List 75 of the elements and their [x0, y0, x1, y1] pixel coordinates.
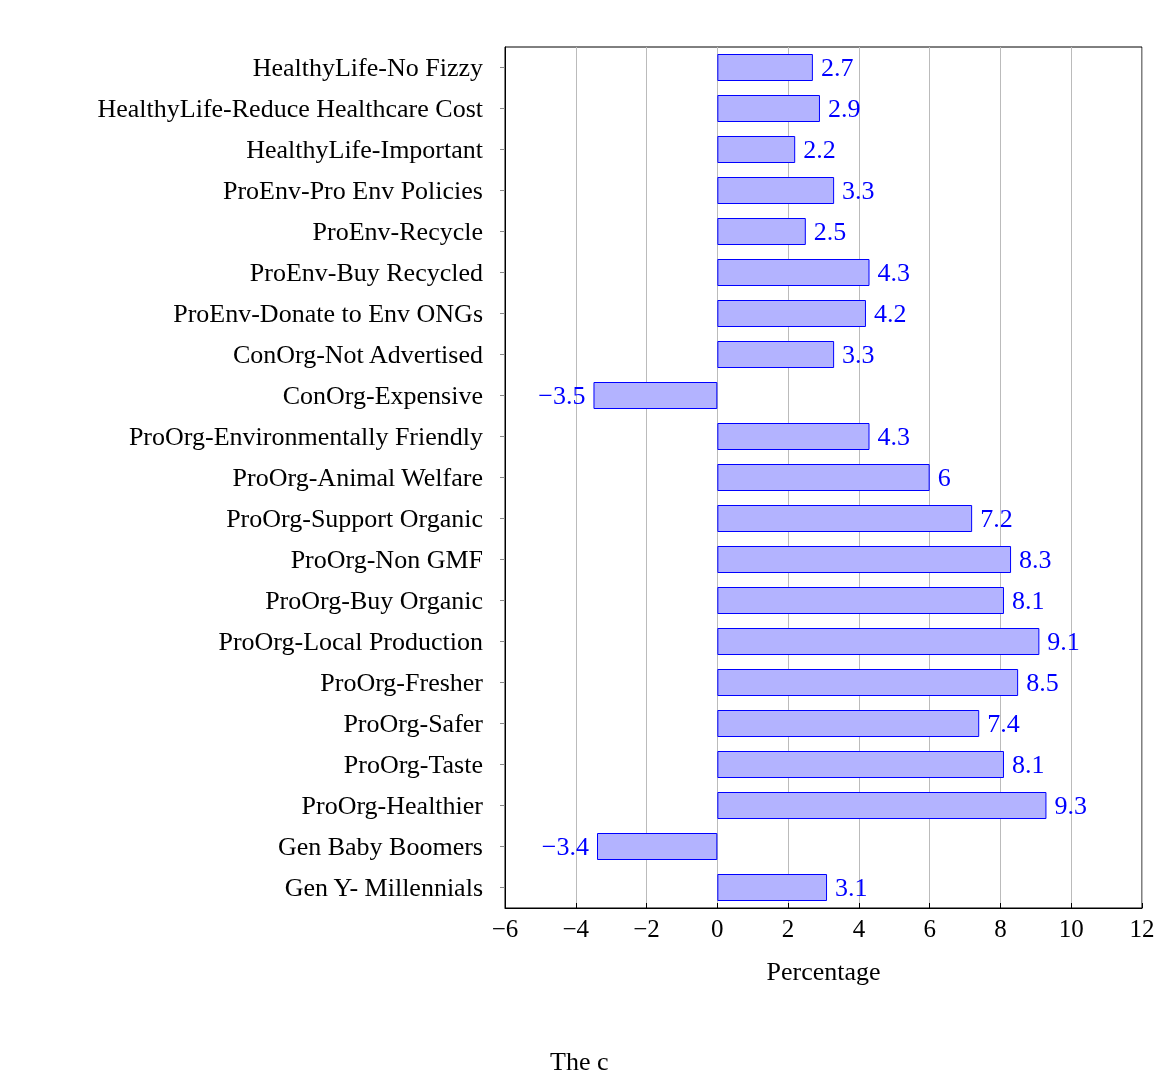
bar [717, 341, 835, 368]
y-tick-label: Gen Y- Millennials [284, 873, 483, 902]
y-tick-label: ConOrg-Expensive [282, 381, 483, 410]
bar [597, 833, 718, 860]
y-tick-label: ProOrg-Buy Organic [265, 586, 483, 615]
data-label: 8.1 [1011, 750, 1045, 779]
y-tick-label: ProOrg-Healthier [301, 791, 484, 820]
x-tick-label: 0 [711, 915, 724, 942]
y-tick-label: ProEnv-Donate to Env ONGs [173, 299, 483, 328]
bar [717, 628, 1040, 655]
bar [717, 218, 806, 245]
data-label: 2.9 [827, 94, 861, 123]
y-tick-label: ProOrg-Non GMF [290, 545, 483, 574]
data-label: −3.4 [541, 832, 590, 861]
y-tick-label: Gen Baby Boomers [277, 832, 483, 861]
bar [717, 259, 870, 286]
y-tick-label: ProEnv-Recycle [312, 217, 483, 246]
bar [717, 54, 813, 81]
bar [717, 874, 828, 901]
bar [717, 300, 866, 327]
data-label: 9.1 [1047, 627, 1080, 656]
x-tick-label: 8 [994, 915, 1007, 942]
data-label: 3.3 [842, 176, 875, 205]
x-tick-label: 2 [781, 915, 795, 942]
data-label: 9.3 [1054, 791, 1087, 820]
y-tick-label: ConOrg-Not Advertised [232, 340, 483, 369]
y-tick-label: ProOrg-Safer [343, 709, 484, 738]
x-tick-label: 6 [923, 915, 936, 942]
bar [717, 505, 973, 532]
data-label: 3.1 [835, 873, 868, 902]
text: The c [550, 1046, 609, 1076]
x-tick-label: −4 [562, 915, 590, 942]
y-tick-label: HealthyLife-Reduce Healthcare Cost [97, 94, 484, 123]
y-tick-label: ProOrg-Environmentally Friendly [128, 422, 483, 451]
bar [593, 382, 718, 409]
data-label: 8.3 [1019, 545, 1052, 574]
y-tick-label: ProOrg-Local Production [218, 627, 483, 656]
y-tick-label: HealthyLife-No Fizzy [252, 53, 483, 82]
bar [717, 464, 930, 491]
bar [717, 792, 1047, 819]
y-tick-label: HealthyLife-Important [246, 135, 484, 164]
y-tick-label: ProEnv-Buy Recycled [249, 258, 483, 287]
data-label: 8.1 [1011, 586, 1045, 615]
data-label: 7.2 [980, 504, 1013, 533]
x-tick-label: −2 [633, 915, 660, 942]
data-label: 6 [937, 463, 951, 492]
x-axis-title: Percentage [766, 956, 881, 986]
data-label: 3.3 [842, 340, 875, 369]
bar [717, 751, 1004, 778]
bar [717, 136, 796, 163]
x-tick-label: 10 [1058, 915, 1084, 942]
y-tick-label: ProOrg-Support Organic [226, 504, 483, 533]
bar [717, 95, 820, 122]
data-label: 2.7 [820, 53, 854, 82]
data-label: 2.5 [813, 217, 847, 246]
y-tick-label: ProOrg-Animal Welfare [232, 463, 483, 492]
data-label: 2.2 [803, 135, 836, 164]
data-label: 8.5 [1026, 668, 1059, 697]
data-label: 4.3 [877, 258, 911, 287]
y-tick-label: ProEnv-Pro Env Policies [223, 176, 483, 205]
data-label: 7.4 [987, 709, 1020, 738]
y-tick-label: ProOrg-Taste [343, 750, 483, 779]
bar [717, 423, 870, 450]
x-tick-label: 12 [1129, 915, 1155, 942]
bar [717, 177, 835, 204]
data-label: −3.5 [538, 381, 586, 410]
y-tick-label: ProOrg-Fresher [320, 668, 484, 697]
data-label: 4.3 [877, 422, 911, 451]
data-label: 4.2 [873, 299, 907, 328]
bar [717, 546, 1012, 573]
bar [717, 710, 980, 737]
x-tick-label: 4 [852, 915, 866, 942]
bar [717, 669, 1019, 696]
x-tick-label: −6 [491, 915, 519, 942]
bar [717, 587, 1004, 614]
